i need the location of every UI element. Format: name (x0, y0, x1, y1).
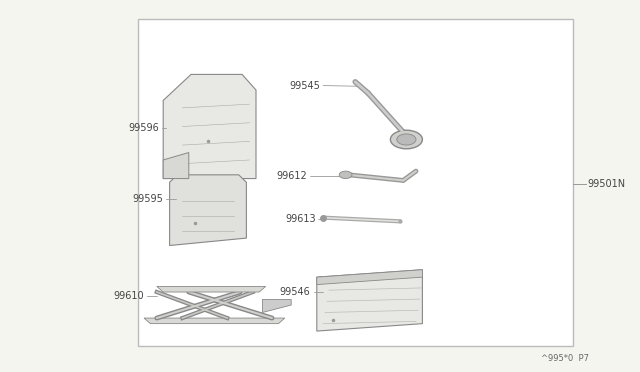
Text: 99546: 99546 (280, 287, 310, 297)
Polygon shape (157, 286, 266, 292)
Polygon shape (317, 270, 422, 331)
Polygon shape (163, 74, 256, 179)
Text: 99595: 99595 (132, 194, 163, 204)
Circle shape (390, 130, 422, 149)
Polygon shape (317, 270, 422, 285)
Polygon shape (163, 153, 189, 179)
Circle shape (339, 171, 352, 179)
Polygon shape (262, 299, 291, 312)
Text: 99613: 99613 (285, 215, 316, 224)
Polygon shape (144, 318, 285, 324)
Polygon shape (170, 175, 246, 246)
Circle shape (397, 134, 416, 145)
Bar (138, 19, 573, 346)
Text: ^995*0  P7: ^995*0 P7 (541, 354, 589, 363)
Text: 99610: 99610 (113, 291, 144, 301)
Text: 99612: 99612 (276, 171, 307, 180)
Text: 99501N: 99501N (588, 179, 626, 189)
Text: 99596: 99596 (128, 124, 159, 133)
Text: 99545: 99545 (289, 81, 320, 90)
